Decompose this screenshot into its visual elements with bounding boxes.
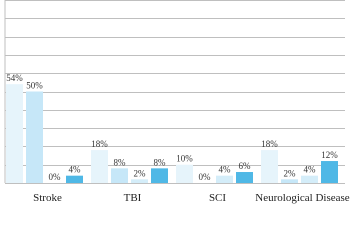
bar xyxy=(151,168,168,183)
x-tick-label: Stroke xyxy=(33,192,62,204)
bar xyxy=(176,164,193,183)
bar xyxy=(261,150,278,183)
bar xyxy=(6,84,23,183)
value-label: 12% xyxy=(321,150,338,160)
value-label: 4% xyxy=(69,165,82,175)
bar xyxy=(321,161,338,183)
bar xyxy=(281,179,298,183)
bar xyxy=(111,168,128,183)
value-label: 4% xyxy=(219,165,232,175)
bar xyxy=(236,172,253,183)
bar xyxy=(66,175,83,183)
x-tick-label: SCI xyxy=(209,192,226,204)
value-label: 8% xyxy=(114,157,127,167)
value-label: 8% xyxy=(154,157,167,167)
bar xyxy=(216,175,233,183)
value-label: 50% xyxy=(26,81,43,91)
value-label: 10% xyxy=(176,154,193,164)
x-tick-label: TBI xyxy=(124,192,142,204)
value-label: 18% xyxy=(91,139,108,149)
bar xyxy=(131,179,148,183)
bar xyxy=(301,175,318,183)
value-label: 0% xyxy=(199,172,212,182)
x-tick-label: Neurological Disease xyxy=(255,192,349,204)
value-label: 2% xyxy=(134,168,147,178)
value-label: 54% xyxy=(6,73,23,83)
bar xyxy=(26,91,43,183)
value-label: 2% xyxy=(284,168,297,178)
value-label: 6% xyxy=(239,161,252,171)
bar xyxy=(91,150,108,183)
chart: Stroke 54%50% 0% 4% TBI 18% 8% 2% 8% SCI 10% 0% 4% 6%… xyxy=(4,0,350,204)
value-label: 0% xyxy=(49,172,62,182)
value-label: 18% xyxy=(261,139,278,149)
value-label: 4% xyxy=(304,165,317,175)
